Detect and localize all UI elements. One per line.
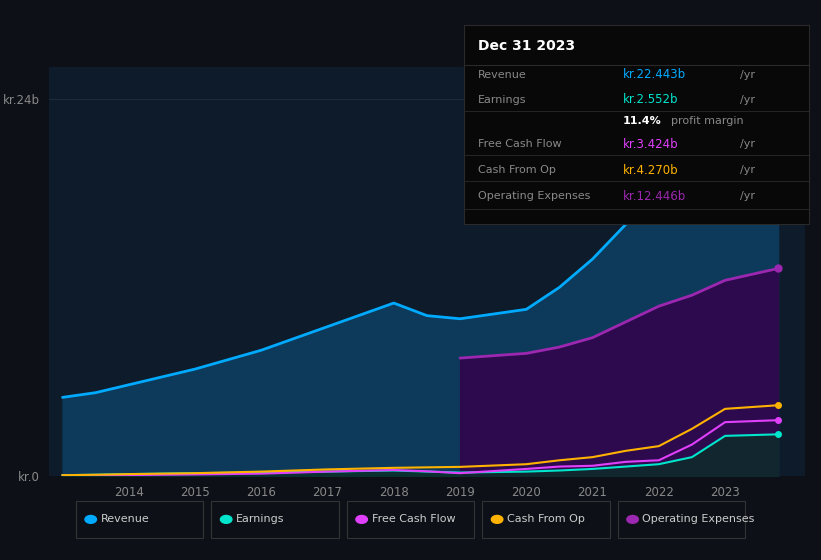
Text: Revenue: Revenue (100, 515, 149, 524)
Text: kr.12.446b: kr.12.446b (622, 190, 686, 203)
Text: Operating Expenses: Operating Expenses (478, 191, 590, 201)
Text: profit margin: profit margin (671, 115, 743, 125)
Text: /yr: /yr (740, 139, 754, 150)
Text: Free Cash Flow: Free Cash Flow (372, 515, 455, 524)
Text: /yr: /yr (740, 95, 754, 105)
Text: Cash From Op: Cash From Op (507, 515, 585, 524)
Text: kr.4.270b: kr.4.270b (622, 164, 678, 177)
Text: /yr: /yr (740, 191, 754, 201)
Text: kr.2.552b: kr.2.552b (622, 94, 678, 106)
Text: Free Cash Flow: Free Cash Flow (478, 139, 562, 150)
Text: /yr: /yr (740, 165, 754, 175)
Text: Dec 31 2023: Dec 31 2023 (478, 39, 575, 53)
Text: Earnings: Earnings (236, 515, 285, 524)
Text: Revenue: Revenue (478, 70, 526, 80)
Text: 11.4%: 11.4% (622, 115, 661, 125)
Text: Operating Expenses: Operating Expenses (643, 515, 754, 524)
Text: kr.22.443b: kr.22.443b (622, 68, 686, 81)
Text: /yr: /yr (740, 70, 754, 80)
Text: kr.3.424b: kr.3.424b (622, 138, 678, 151)
Text: Cash From Op: Cash From Op (478, 165, 556, 175)
Text: Earnings: Earnings (478, 95, 526, 105)
